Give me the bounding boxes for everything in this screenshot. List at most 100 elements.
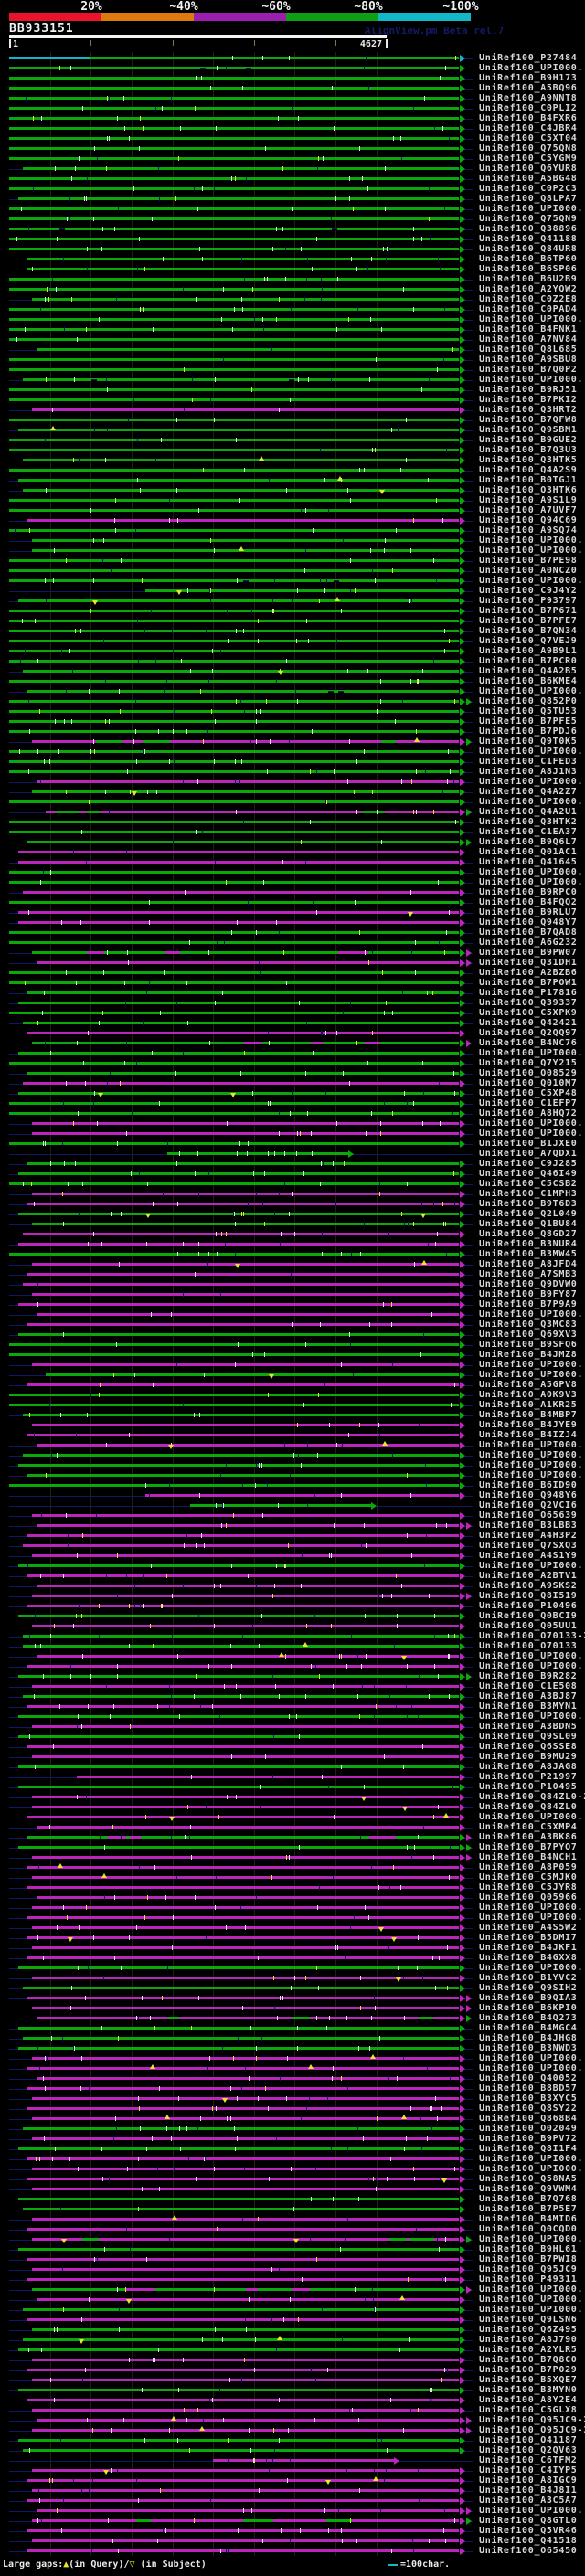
hit-arrow-icon[interactable] (460, 1613, 465, 1620)
hit-arrow-icon[interactable] (460, 477, 465, 484)
hit-label[interactable]: UniRef100_A4H3P2 (479, 1531, 578, 1541)
hit-arrow-icon[interactable] (460, 487, 465, 494)
hit-row[interactable]: UniRef100_P17816 (0, 988, 585, 998)
hit-label[interactable]: UniRef100_A9NNT8 (479, 93, 578, 103)
hit-row[interactable]: UniRef100_Q7Y215 (0, 1058, 585, 1068)
hit-arrow-icon[interactable] (460, 105, 465, 112)
hit-row[interactable]: UniRef100_UPI000.. (0, 2284, 585, 2295)
hit-arrow-icon[interactable] (460, 1593, 465, 1600)
hit-arrow-icon[interactable] (460, 2397, 465, 2404)
hit-arrow-icon[interactable] (460, 527, 465, 535)
hit-arrow-icon[interactable] (460, 1251, 465, 1258)
hit-label[interactable]: UniRef100_A8IGC9 (479, 2475, 578, 2486)
hit-arrow-icon[interactable] (460, 2437, 465, 2444)
hit-label[interactable]: UniRef100_A5BG48 (479, 174, 578, 184)
hit-arrow-icon[interactable] (460, 1794, 465, 1801)
hit-row[interactable]: UniRef100_A3BDN5 (0, 1722, 585, 1732)
hit-arrow-icon[interactable] (460, 1693, 465, 1701)
hit-row[interactable]: UniRef100_B4JHG8 (0, 2033, 585, 2043)
hit-row[interactable]: UniRef100_UPI000.. (0, 1661, 585, 1671)
hit-row[interactable]: UniRef100_UPI000.. (0, 1309, 585, 1320)
hit-label[interactable]: UniRef100_O70133-2 (479, 1631, 585, 1641)
hit-row[interactable]: UniRef100_A9B9L1 (0, 646, 585, 656)
hit-label[interactable]: UniRef100_Q4A2S9 (479, 465, 578, 475)
hit-arrow-icon[interactable] (460, 1341, 465, 1349)
hit-row[interactable]: UniRef100_Q0BCI9 (0, 1611, 585, 1621)
hit-row[interactable]: UniRef100_A2YLR5 (0, 2345, 585, 2355)
hit-label[interactable]: UniRef100_Q3HTK6 (479, 485, 578, 495)
hit-arrow-icon[interactable] (460, 1422, 465, 1429)
hit-row[interactable]: UniRef100_B4FNK1 (0, 324, 585, 334)
hit-arrow-icon[interactable] (460, 2146, 465, 2153)
hit-row[interactable]: UniRef100_Q8I1F4 (0, 2144, 585, 2154)
hit-label[interactable]: UniRef100_A0NCZ0 (479, 566, 578, 576)
hit-arrow-icon[interactable] (460, 457, 465, 464)
hit-label[interactable]: UniRef100_A2BTV1 (479, 1571, 578, 1581)
hit-row[interactable]: UniRef100_Q9SL09 (0, 1732, 585, 1742)
hit-row[interactable]: UniRef100_Q75QN8 (0, 143, 585, 154)
hit-arrow-icon[interactable] (460, 65, 465, 72)
hit-arrow-icon[interactable] (460, 497, 465, 504)
hit-arrow-icon[interactable] (460, 2538, 465, 2545)
hit-arrow-icon[interactable] (460, 1874, 465, 1882)
hit-row[interactable]: UniRef100_Q8LPA7 (0, 194, 585, 204)
hit-row[interactable]: UniRef100_Q9VWM4 (0, 2184, 585, 2194)
hit-arrow-icon[interactable] (460, 2518, 465, 2525)
hit-row[interactable]: UniRef100_C1E508 (0, 1681, 585, 1691)
hit-arrow-icon[interactable] (460, 1331, 465, 1339)
hit-label[interactable]: UniRef100_Q948Y7 (479, 917, 578, 928)
hit-row[interactable]: UniRef100_B0TGJ1 (0, 475, 585, 485)
hit-label[interactable]: UniRef100_Q9SL09 (479, 1732, 578, 1742)
hit-label[interactable]: UniRef100_Q3HRT2 (479, 405, 578, 415)
hit-row[interactable]: UniRef100_A8HQ72 (0, 1108, 585, 1118)
hit-arrow-icon[interactable] (460, 2025, 465, 2032)
hit-arrow-icon[interactable] (460, 467, 465, 474)
hit-arrow-icon[interactable] (460, 1140, 465, 1148)
hit-arrow-icon[interactable] (460, 1844, 465, 1851)
hit-arrow-icon[interactable] (466, 1854, 472, 1861)
hit-row[interactable]: UniRef100_Q852P0 (0, 696, 585, 706)
hit-row[interactable]: UniRef100_A9SKS2 (0, 1581, 585, 1591)
hit-row[interactable]: UniRef100_B4MGC4 (0, 2023, 585, 2033)
hit-label[interactable]: UniRef100_UPI000.. (479, 867, 585, 877)
hit-label[interactable]: UniRef100_Q0CQD0 (479, 2224, 578, 2234)
hit-row[interactable]: UniRef100_C1MPH3 (0, 1189, 585, 1199)
hit-label[interactable]: UniRef100_B4Q273 (479, 2013, 578, 2023)
hit-arrow-icon[interactable] (460, 2105, 465, 2113)
hit-arrow-icon[interactable] (460, 1603, 465, 1610)
hit-arrow-icon[interactable] (466, 1844, 472, 1851)
hit-label[interactable]: UniRef100_C0PAD4 (479, 304, 578, 314)
hit-label[interactable]: UniRef100_O02049 (479, 2124, 578, 2134)
hit-arrow-icon[interactable] (460, 1301, 465, 1309)
hit-label[interactable]: UniRef100_Q8GTL0 (479, 2516, 578, 2526)
hit-arrow-icon[interactable] (460, 678, 465, 685)
hit-arrow-icon[interactable] (460, 256, 465, 263)
hit-arrow-icon[interactable] (466, 1593, 472, 1600)
hit-arrow-icon[interactable] (460, 2357, 465, 2364)
hit-row[interactable]: UniRef100_A3BJ87 (0, 1691, 585, 1701)
hit-arrow-icon[interactable] (460, 175, 465, 183)
hit-row[interactable]: UniRef100_Q2QQ97 (0, 1028, 585, 1038)
hit-arrow-icon[interactable] (460, 1673, 465, 1680)
hit-label[interactable]: UniRef100_B9R282 (479, 1671, 578, 1681)
hit-arrow-icon[interactable] (466, 2236, 472, 2243)
hit-arrow-icon[interactable] (460, 1754, 465, 1761)
hit-arrow-icon[interactable] (460, 417, 465, 424)
hit-row[interactable]: UniRef100_Q4A2U1 (0, 807, 585, 817)
hit-arrow-icon[interactable] (460, 336, 465, 344)
hit-row[interactable]: UniRef100_A7UVF7 (0, 505, 585, 515)
hit-row[interactable]: UniRef100_Q41518 (0, 2536, 585, 2546)
hit-row[interactable]: UniRef100_B4MID6 (0, 2214, 585, 2224)
hit-row[interactable]: UniRef100_UPI000.. (0, 314, 585, 324)
hit-arrow-icon[interactable] (460, 135, 465, 143)
hit-label[interactable]: UniRef100_B4GXX8 (479, 1953, 578, 1963)
hit-arrow-icon[interactable] (460, 1291, 465, 1299)
hit-label[interactable]: UniRef100_P27484 (479, 53, 578, 63)
hit-label[interactable]: UniRef100_Q46I49 (479, 1169, 578, 1179)
hit-label[interactable]: UniRef100_A7UVF7 (479, 505, 578, 515)
hit-arrow-icon[interactable] (460, 165, 465, 173)
hit-row[interactable]: UniRef100_UPI000.. (0, 877, 585, 887)
hit-row[interactable]: UniRef100_UPI000.. (0, 2053, 585, 2063)
hit-arrow-icon[interactable] (460, 1442, 465, 1449)
hit-row[interactable]: UniRef100_B3MW45 (0, 1249, 585, 1259)
